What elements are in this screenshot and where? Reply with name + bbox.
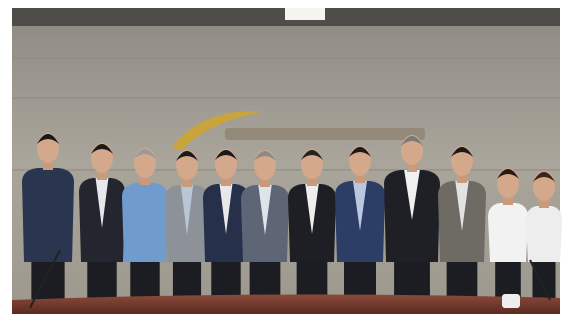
ceiling-light bbox=[285, 8, 325, 20]
page: (() => { const svg = document.getElement… bbox=[0, 0, 562, 316]
cup bbox=[502, 294, 520, 308]
photo bbox=[0, 0, 562, 316]
conference-table bbox=[12, 294, 560, 314]
logo-lettering bbox=[225, 128, 425, 140]
